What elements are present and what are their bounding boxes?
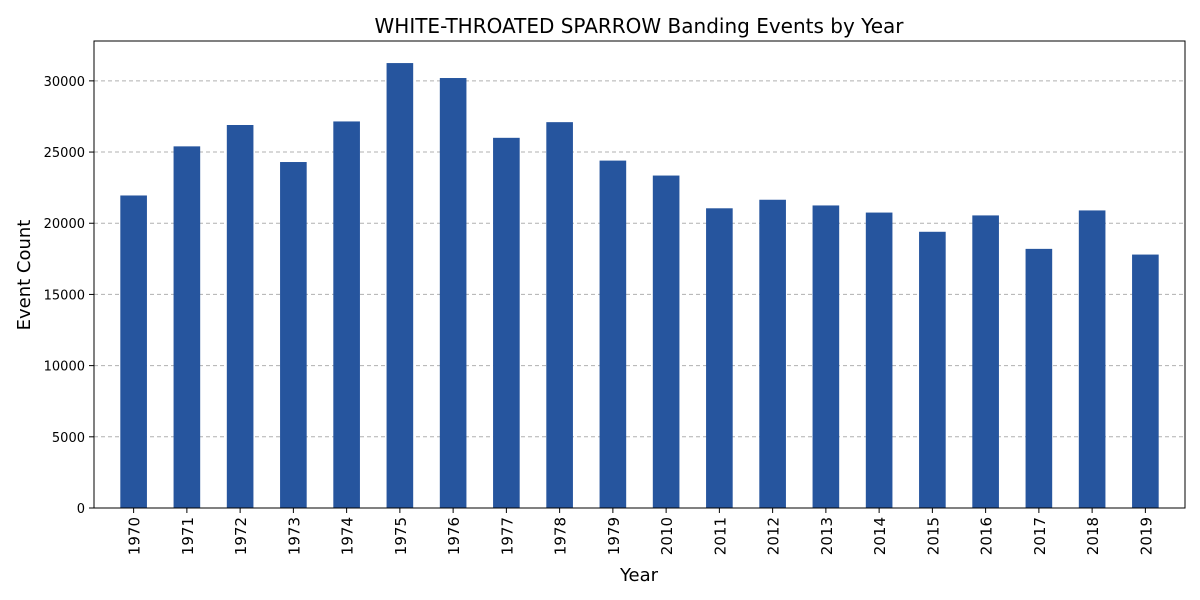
x-tick-label: 2016: [978, 517, 996, 555]
y-tick-label: 0: [77, 502, 85, 517]
x-tick-label: 1972: [232, 517, 250, 555]
y-tick-label: 10000: [44, 360, 85, 375]
y-tick-label: 30000: [44, 75, 85, 90]
bar-1971: [173, 146, 201, 509]
bar-2013: [812, 205, 840, 508]
bar-2016: [972, 215, 999, 508]
y-axis-label: Event Count: [14, 220, 35, 331]
x-tick-label: 2019: [1137, 517, 1155, 555]
bar-1973: [280, 162, 307, 508]
x-tick-label: 2014: [871, 517, 889, 555]
bar-1976: [439, 78, 467, 508]
bar-2012: [759, 199, 786, 508]
bar-1977: [493, 137, 520, 508]
plot-frame: [93, 40, 1186, 509]
x-tick-label: 2017: [1031, 517, 1049, 555]
x-tick-label: 1975: [392, 517, 410, 555]
x-tick-label: 1976: [445, 517, 463, 555]
x-tick-label: 2012: [765, 517, 783, 555]
x-axis-ticks: 1970 1971 1972 1973 1974 1975 1976 1977 1978 1979…: [126, 508, 1155, 555]
x-tick-label: 1979: [605, 517, 623, 555]
x-tick-label: 1970: [126, 517, 144, 555]
bar-1979: [599, 160, 627, 508]
x-tick-label: 1977: [498, 517, 516, 555]
bar-1974: [333, 121, 360, 508]
y-axis-ticks: 0 5000 10000 15000 20000 25000 30000: [44, 75, 94, 517]
x-tick-label: 2010: [658, 517, 676, 555]
bar-2017: [1025, 248, 1053, 508]
y-tick-label: 20000: [44, 217, 85, 232]
bar-2011: [706, 208, 733, 509]
bar-1972: [226, 125, 254, 508]
bar-1975: [386, 63, 414, 508]
bar-2010: [652, 175, 680, 509]
x-tick-label: 1973: [285, 517, 303, 555]
x-axis-label: Year: [619, 565, 659, 586]
bar-2018: [1078, 210, 1106, 508]
bar-1970: [120, 195, 147, 509]
x-tick-label: 2015: [924, 517, 942, 555]
bar-2015: [919, 231, 946, 508]
y-tick-label: 25000: [44, 146, 85, 161]
y-tick-label: 5000: [52, 431, 85, 446]
x-tick-label: 2011: [711, 517, 729, 555]
x-tick-label: 2013: [818, 517, 836, 555]
bar-2019: [1132, 254, 1159, 508]
x-tick-label: 1971: [179, 517, 197, 555]
gridlines: [94, 80, 1185, 509]
bar-1978: [546, 122, 573, 508]
x-tick-label: 1978: [552, 517, 570, 555]
y-tick-label: 15000: [44, 288, 85, 303]
chart-title: WHITE-THROATED SPARROW Banding Events by…: [375, 14, 905, 38]
bars: [120, 63, 1159, 509]
x-tick-label: 2018: [1084, 517, 1102, 555]
bar-2014: [865, 212, 893, 508]
x-tick-label: 1974: [339, 517, 357, 555]
